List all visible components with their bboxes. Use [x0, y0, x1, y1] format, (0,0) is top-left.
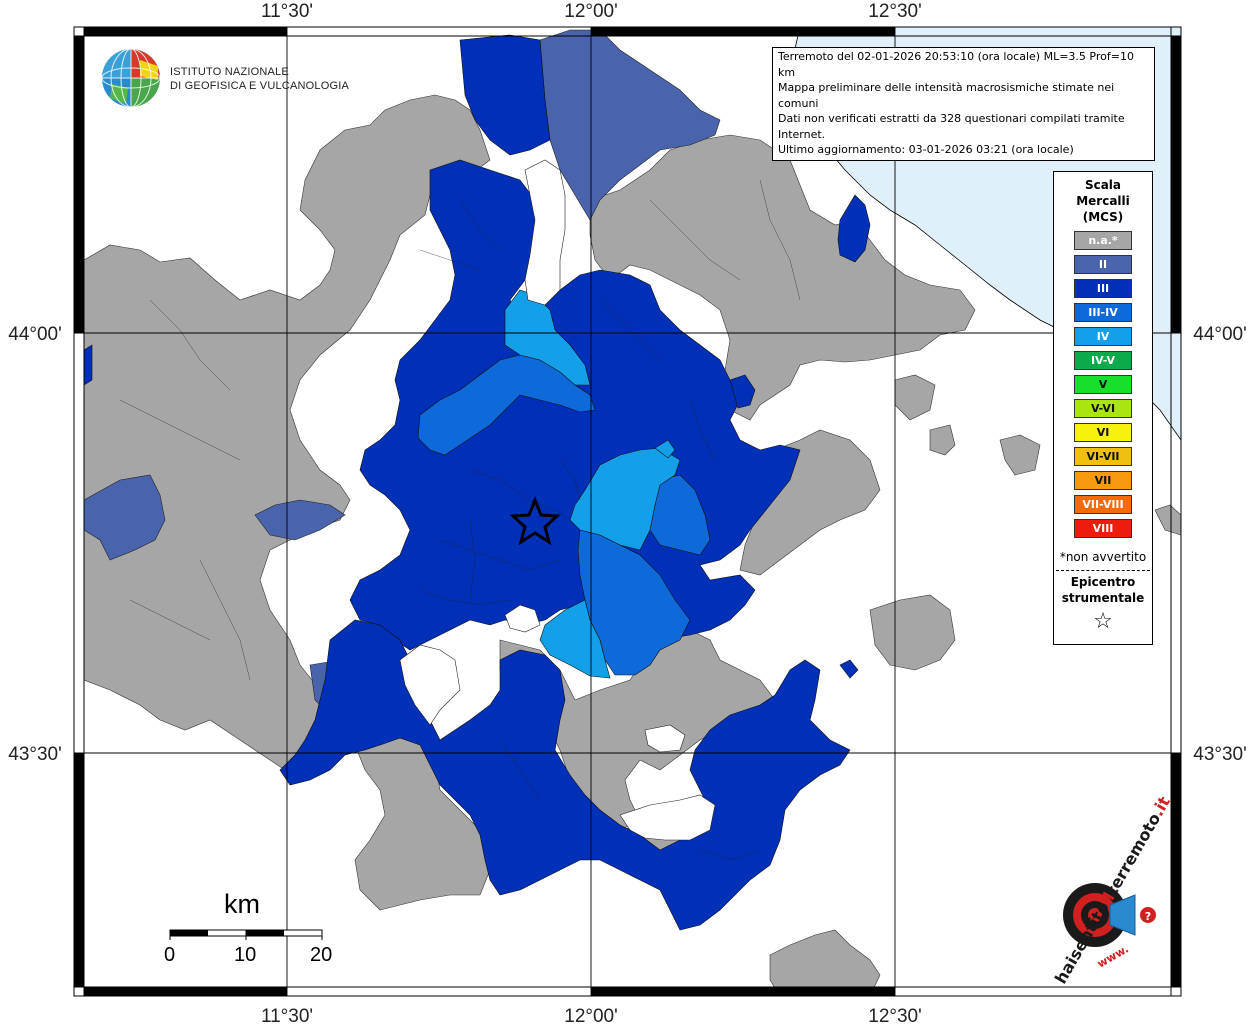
legend-title-line-1: Scala: [1084, 178, 1122, 192]
coordinate-labels: 11°30' 12°00' 12°30' 11°30' 12°00' 12°30…: [8, 1, 1247, 1024]
area-IV-east-tip: [654, 439, 676, 459]
globe-icon: [101, 48, 161, 108]
info-line-2: Mappa preliminare delle intensità macros…: [778, 81, 1115, 110]
legend-item: VIII: [1074, 519, 1132, 538]
ingv-logo: ISTITUTO NAZIONALE DI GEOFISICA E VULCAN…: [101, 48, 349, 108]
legend-separator: [1056, 570, 1150, 571]
coord-top-1: 11°30': [261, 1, 313, 22]
municipalities-no-data: [399, 159, 716, 841]
scale-unit: km: [224, 889, 260, 919]
scale-tick-10: 10: [234, 944, 257, 966]
hsit-question-icon: [1140, 907, 1156, 923]
area-II-west-2: [254, 499, 346, 541]
legend-item: VI: [1074, 423, 1132, 442]
coord-bottom-3: 12°30': [868, 1006, 922, 1024]
coord-left-2: 43°30': [8, 744, 62, 765]
legend-item: III-IV: [1074, 303, 1132, 322]
legend-epicenter-label: Epicentro strumentale: [1054, 574, 1152, 606]
coord-left-1: 44°00': [8, 324, 62, 345]
scale-tick-0: 0: [164, 944, 176, 966]
grid-lines: [74, 27, 1181, 996]
legend-title-line-3: (MCS): [1082, 210, 1124, 224]
scale-tick-20: 20: [310, 944, 333, 966]
coord-top-2: 12°00': [564, 1, 618, 22]
coord-top-3: 12°30': [868, 1, 922, 22]
mcs-legend: Scala Mercalli (MCS) n.a.* II III III-IV IV I…: [1053, 171, 1153, 645]
area-III-coast: [837, 194, 871, 263]
coord-bottom-1: 11°30': [261, 1006, 313, 1024]
logo-line-2: DI GEOFISICA E VULCANOLOGIA: [170, 80, 349, 92]
logo-line-1: ISTITUTO NAZIONALE: [170, 66, 289, 78]
coord-bottom-2: 12°00': [564, 1006, 618, 1024]
legend-epicenter-line-2: strumentale: [1061, 591, 1145, 605]
legend-item: III: [1074, 279, 1132, 298]
legend-item: VI-VII: [1074, 447, 1132, 466]
municipalities-intensity-IV: [504, 289, 681, 679]
area-grey-east-5: [999, 434, 1041, 476]
municipalities-intensity-III-IV: [417, 354, 711, 676]
legend-item: VII-VIII: [1074, 495, 1132, 514]
map-frame: [73, 26, 1182, 997]
epicenter-star-icon: [509, 495, 561, 546]
legend-item: II: [1074, 255, 1132, 274]
legend-title-line-2: Mercalli: [1076, 194, 1130, 208]
info-line-1: Terremoto del 02-01-2026 20:53:10 (ora l…: [778, 50, 1134, 79]
area-II-north: [539, 29, 721, 221]
area-III-west: [83, 344, 93, 386]
info-line-3: Dati non verificati estratti da 328 ques…: [778, 112, 1125, 141]
legend-item: VII: [1074, 471, 1132, 490]
info-line-4: Ultimo aggiornamento: 03-01-2026 03:21 (…: [778, 143, 1074, 156]
area-II-west: [83, 474, 166, 561]
legend-title: Scala Mercalli (MCS): [1054, 177, 1152, 225]
legend-item: n.a.*: [1074, 231, 1132, 250]
svg-text:?: ?: [1145, 910, 1151, 923]
area-IV-south: [539, 599, 611, 679]
area-IV-center: [569, 447, 681, 551]
legend-item: V-VI: [1074, 399, 1132, 418]
legend-items: n.a.* II III III-IV IV IV-V V V-VI VI VI-VII VII VI…: [1054, 231, 1152, 538]
legend-item: V: [1074, 375, 1132, 394]
area-grey-east-2: [869, 594, 956, 671]
legend-epicenter-line-1: Epicentro: [1070, 575, 1136, 589]
municipal-boundaries: [119, 179, 801, 861]
coord-right-2: 43°30': [1193, 744, 1247, 765]
area-grey-east-4: [929, 424, 956, 456]
area-III-east: [729, 374, 756, 409]
legend-item: IV-V: [1074, 351, 1132, 370]
earthquake-info-box: Terremoto del 02-01-2026 20:53:10 (ora l…: [772, 47, 1155, 161]
area-III-northcenter: [459, 34, 551, 156]
legend-star-icon: ☆: [1093, 609, 1113, 634]
scale-bar: [169, 929, 323, 940]
legend-note: *non avvertito: [1059, 550, 1147, 564]
legend-item: IV: [1074, 327, 1132, 346]
coord-right-1: 44°00': [1193, 324, 1247, 345]
area-III-IV-north: [417, 354, 596, 456]
area-III-east-2: [839, 659, 859, 679]
